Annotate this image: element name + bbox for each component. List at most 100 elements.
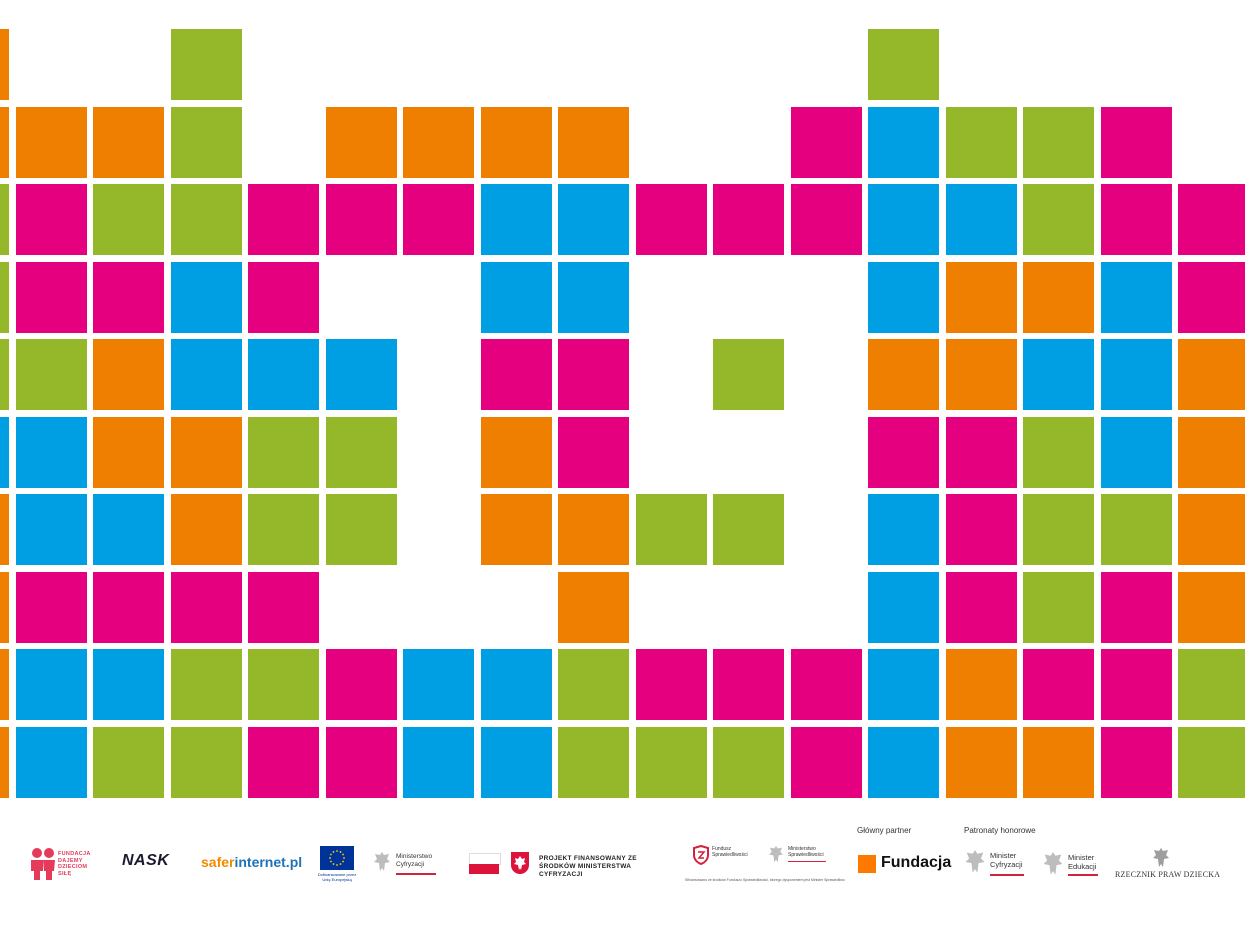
mosaic-tile	[1178, 649, 1245, 720]
eagle-emblem-icon	[374, 852, 390, 871]
mosaic-tile	[868, 571, 939, 643]
eu-flag-icon	[320, 846, 354, 870]
mosaic-tile	[558, 571, 629, 643]
mosaic-tile	[945, 184, 1017, 255]
fdds-logo: FUNDACJA DAJEMY DZIECIOM SIŁĘ	[30, 847, 100, 883]
mosaic-tile	[480, 106, 552, 178]
mosaic-tile	[945, 261, 1017, 333]
mosaic-tile	[945, 726, 1017, 798]
mosaic-tile	[1178, 261, 1245, 333]
mosaic-tile	[868, 339, 939, 410]
mosaic-tile	[1100, 184, 1172, 255]
fdds-logo-text: FUNDACJA DAJEMY DZIECIOM SIŁĘ	[58, 851, 91, 877]
mosaic-tile	[93, 416, 164, 488]
justice-fund-text: Fundusz Sprawiedliwości	[712, 846, 748, 858]
mosaic-tile	[713, 726, 784, 798]
mosaic-tile	[1023, 494, 1094, 565]
mosaic-tile	[248, 571, 319, 643]
eagle-emblem-icon	[965, 850, 985, 873]
mosaic-tile	[868, 416, 939, 488]
eagle-emblem-icon	[769, 845, 783, 863]
mosaic-tile	[325, 494, 397, 565]
mosaic-tile	[170, 261, 242, 333]
mosaic-tile	[93, 261, 164, 333]
mosaic-tile	[15, 649, 87, 720]
mosaic-tile	[1023, 649, 1094, 720]
mosaic-tile	[1100, 261, 1172, 333]
eagle-emblem-icon	[1043, 852, 1063, 875]
mosaic-tile	[1178, 571, 1245, 643]
mosaic-tile	[1023, 339, 1094, 410]
mosaic-tile	[1100, 726, 1172, 798]
mosaic-tile	[480, 261, 552, 333]
mosaic-tile	[635, 184, 707, 255]
mosaic-tile	[558, 339, 629, 410]
poland-emblem-icon	[511, 852, 529, 874]
mosaic-tile	[15, 726, 87, 798]
mosaic-tile	[480, 649, 552, 720]
ministry-justice-text: Ministerstwo Sprawiedliwości	[788, 846, 824, 858]
mosaic-tile	[0, 339, 9, 410]
mosaic-tile	[868, 494, 939, 565]
mosaic-tile	[325, 339, 397, 410]
mosaic-tile	[0, 106, 9, 178]
child-ombudsman-emblem	[1151, 847, 1171, 874]
mosaic-tile	[713, 339, 784, 410]
mosaic-tile	[1023, 416, 1094, 488]
mosaic-tile	[170, 184, 242, 255]
mosaic-tile	[170, 339, 242, 410]
mosaic-tile	[1023, 726, 1094, 798]
mosaic-tile	[0, 726, 9, 798]
mosaic-tile	[945, 494, 1017, 565]
mosaic-tile	[0, 494, 9, 565]
ministry-digital-text: Ministerstwo Cyfryzacji	[396, 853, 433, 868]
mosaic-tile	[480, 184, 552, 255]
mosaic-tile	[868, 726, 939, 798]
mosaic-tile	[170, 416, 242, 488]
mosaic-tile	[1100, 106, 1172, 178]
child-ombudsman-text: RZECZNIK PRAW DZIECKA	[1115, 870, 1221, 879]
mosaic-tile	[93, 494, 164, 565]
honorary-patronage-label: Patronaty honorowe	[964, 826, 1036, 835]
mosaic-tile	[1100, 494, 1172, 565]
children-figures-icon	[31, 848, 55, 880]
mosaic-tile	[1178, 494, 1245, 565]
mosaic-tile	[1100, 649, 1172, 720]
mosaic-tile	[170, 571, 242, 643]
mosaic-tile	[93, 339, 164, 410]
minister-education-underline	[1068, 874, 1098, 876]
minister-education-text: Minister Edukacji	[1068, 853, 1097, 871]
mosaic-tile	[635, 649, 707, 720]
saferinternet-logo-part2: internet.pl	[234, 854, 303, 870]
mosaic-tile	[713, 494, 784, 565]
mosaic-tile	[0, 184, 9, 255]
mosaic-tile	[170, 726, 242, 798]
minister-digital-text: Minister Cyfryzacji	[990, 851, 1023, 869]
mosaic-tile	[325, 106, 397, 178]
main-partner-label: Główny partner	[857, 826, 912, 835]
mosaic-tile	[635, 494, 707, 565]
mosaic-tile	[713, 184, 784, 255]
mosaic-tile	[15, 571, 87, 643]
mosaic-tile	[403, 184, 474, 255]
mosaic-tile	[248, 339, 319, 410]
mosaic-tile	[1100, 416, 1172, 488]
mosaic-tile	[0, 416, 9, 488]
eu-stars-icon	[329, 850, 345, 866]
mosaic-tile	[635, 726, 707, 798]
mosaic-tile	[325, 726, 397, 798]
mosaic-tile	[558, 416, 629, 488]
mosaic-tile	[945, 649, 1017, 720]
mosaic-tile	[93, 649, 164, 720]
mosaic-tile	[93, 106, 164, 178]
mosaic-tile	[558, 649, 629, 720]
mosaic-tile	[248, 261, 319, 333]
mosaic-tile	[93, 184, 164, 255]
mosaic-tile	[558, 494, 629, 565]
ministry-justice-underline	[788, 861, 826, 862]
mosaic-tile	[403, 106, 474, 178]
mosaic-tile	[480, 726, 552, 798]
mosaic-tile	[868, 261, 939, 333]
mosaic-tile	[248, 184, 319, 255]
mosaic-tile	[15, 416, 87, 488]
